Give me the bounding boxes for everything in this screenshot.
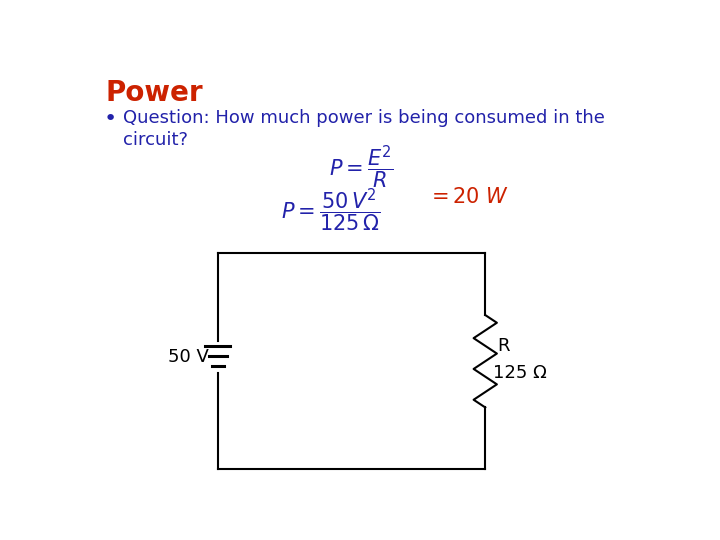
Text: $P = \dfrac{E^2}{R}$: $P = \dfrac{E^2}{R}$ [329, 143, 394, 191]
Text: Question: How much power is being consumed in the: Question: How much power is being consum… [122, 110, 604, 127]
Text: Power: Power [106, 79, 203, 107]
Text: •: • [104, 110, 117, 130]
Text: R: R [497, 337, 509, 355]
Text: $= 20\ W$: $= 20\ W$ [427, 187, 509, 207]
Text: 125 Ω: 125 Ω [493, 364, 546, 382]
Text: $P = \dfrac{50\,V^2}{125\,\Omega}$: $P = \dfrac{50\,V^2}{125\,\Omega}$ [281, 186, 380, 234]
Text: 50 V: 50 V [168, 348, 209, 367]
Text: circuit?: circuit? [122, 131, 187, 149]
